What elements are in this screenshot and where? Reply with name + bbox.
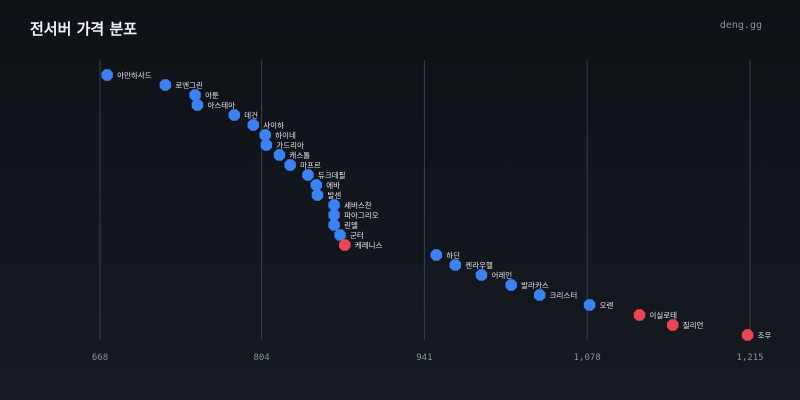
brand-label: deng.gg (719, 20, 762, 31)
data-point[interactable] (430, 249, 443, 261)
x-tick-label: 804 (253, 353, 269, 363)
data-point[interactable] (334, 229, 346, 241)
data-point[interactable] (449, 259, 462, 271)
point-label: 군터 (350, 231, 364, 240)
data-point[interactable] (311, 189, 324, 201)
point-label: 질리언 (683, 320, 704, 330)
chart-title: 전서버 가격 분포 (30, 20, 138, 38)
data-point[interactable] (302, 169, 314, 181)
point-label: 에바 (326, 180, 340, 190)
point-label: 마프르 (300, 161, 321, 170)
point-label: 캐스톨 (289, 151, 310, 160)
data-point[interactable] (101, 69, 113, 81)
x-tick-label: 1,078 (574, 353, 601, 363)
point-label: 조우 (758, 331, 772, 340)
data-point[interactable] (328, 219, 340, 231)
point-label: 린델 (344, 220, 358, 230)
data-point[interactable] (159, 79, 172, 91)
data-point[interactable] (247, 119, 260, 131)
point-label: 데건 (244, 110, 258, 120)
data-point[interactable] (310, 179, 322, 191)
point-label: 사이하 (263, 120, 284, 130)
point-label: 오렌 (600, 300, 614, 310)
point-label: 하딘 (446, 250, 460, 260)
point-label: 로엔그린 (175, 80, 203, 90)
point-label: 세바스찬 (344, 200, 372, 210)
point-label: 크리스터 (550, 291, 578, 300)
x-tick-label: 668 (92, 353, 108, 363)
x-tick-label: 1,215 (736, 353, 763, 363)
point-label: 발라카스 (521, 281, 549, 290)
point-label: 가드리아 (276, 140, 304, 150)
data-point[interactable] (260, 139, 273, 151)
data-point[interactable] (667, 319, 679, 331)
data-point[interactable] (189, 89, 201, 101)
point-label: 이실로테 (649, 310, 677, 320)
point-label: 켄라우헬 (465, 260, 493, 270)
data-point[interactable] (633, 309, 646, 321)
point-label: 듀크데필 (318, 170, 346, 180)
data-point[interactable] (191, 99, 204, 111)
data-point[interactable] (328, 199, 340, 211)
point-label: 발센 (327, 190, 341, 200)
point-label: 케레니스 (355, 241, 383, 250)
data-point[interactable] (505, 279, 517, 291)
x-tick-label: 941 (416, 353, 432, 363)
data-point[interactable] (228, 109, 241, 121)
data-point[interactable] (339, 239, 351, 251)
data-point[interactable] (475, 269, 488, 281)
data-point[interactable] (273, 149, 286, 161)
data-point[interactable] (259, 129, 271, 141)
point-label: 아툰 (205, 90, 219, 100)
point-label: 하이네 (275, 130, 296, 140)
point-label: 파아그리오 (344, 210, 379, 220)
data-point[interactable] (284, 159, 296, 171)
point-label: 어레인 (491, 270, 512, 280)
data-point[interactable] (741, 329, 754, 341)
point-label: 아스테아 (207, 100, 235, 110)
data-point[interactable] (583, 299, 596, 311)
data-point[interactable] (328, 209, 340, 221)
data-point[interactable] (533, 289, 546, 301)
point-label: 아만하사드 (117, 70, 152, 80)
